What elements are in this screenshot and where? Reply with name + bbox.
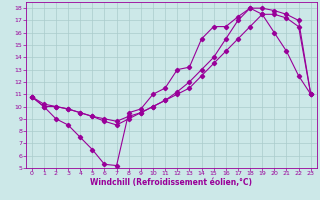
X-axis label: Windchill (Refroidissement éolien,°C): Windchill (Refroidissement éolien,°C) — [90, 178, 252, 187]
